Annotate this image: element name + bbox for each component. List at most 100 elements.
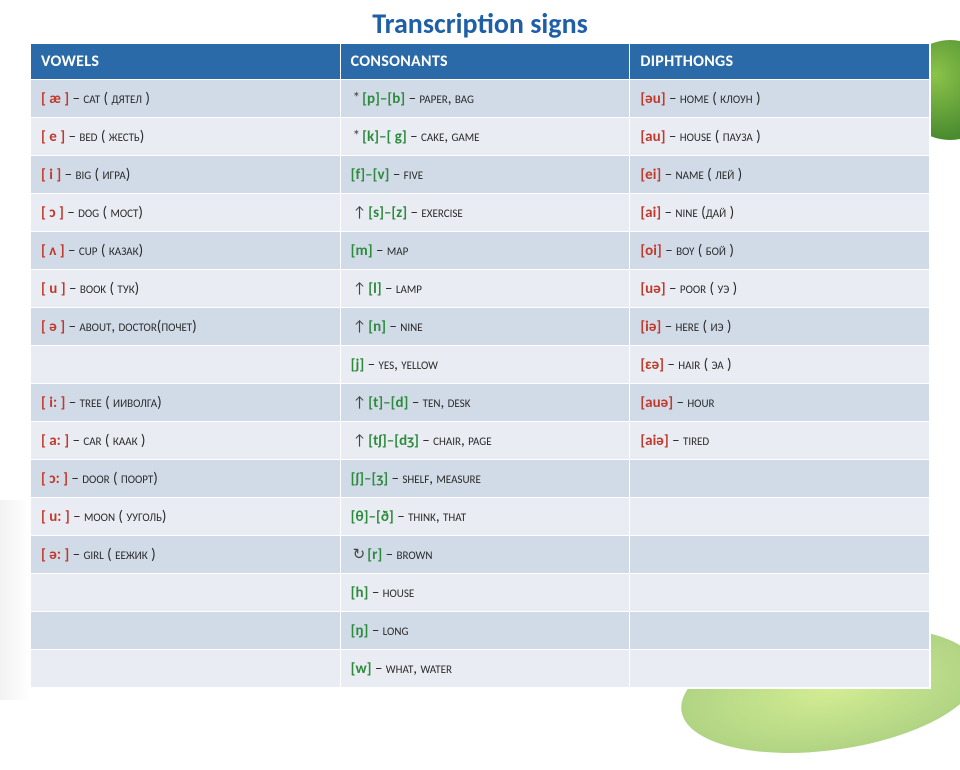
cell-consonant: [ŋ] – long	[340, 612, 630, 650]
table-row: [w] – what, water	[31, 650, 930, 688]
example-text: – think, that	[394, 508, 466, 526]
phonetic-symbol: [ ə ]	[41, 318, 65, 336]
phonetic-symbol: [auə]	[640, 394, 673, 412]
phonetic-symbol: [θ]–[ð]	[351, 508, 394, 526]
example-text: – car ( каак )	[69, 432, 145, 450]
phonetic-symbol: [r]	[367, 546, 382, 564]
example-text: – cup ( казак)	[65, 242, 144, 260]
example-text: – poor ( уэ )	[666, 280, 738, 298]
phonetic-symbol: [aiə]	[640, 432, 668, 450]
phonetic-symbol: [l]	[368, 280, 381, 298]
header-consonants: consonants	[340, 44, 630, 80]
cell-diphthong	[630, 612, 930, 650]
example-text: – chair, page	[419, 432, 492, 450]
example-text: – about, doctor(почет)	[65, 318, 197, 336]
cell-prefix: *	[351, 128, 362, 146]
transcription-table: vowels consonants diphthongs [ æ ] – cat…	[30, 43, 930, 688]
example-text: – hair ( эа )	[664, 356, 732, 374]
cell-diphthong: [ai] – nine (дай )	[630, 194, 930, 232]
cell-diphthong	[630, 574, 930, 612]
example-text: – yes, yellow	[364, 356, 438, 374]
example-text: – hour	[673, 394, 714, 412]
table-header-row: vowels consonants diphthongs	[31, 44, 930, 80]
phonetic-symbol: [ei]	[640, 166, 661, 184]
cell-prefix: ↑	[351, 280, 369, 298]
phonetic-symbol: [ e ]	[41, 128, 65, 146]
cell-vowel	[31, 612, 341, 650]
example-text: – big ( игра)	[61, 166, 130, 184]
phonetic-symbol: [iə]	[640, 318, 661, 336]
header-diphthongs: diphthongs	[630, 44, 930, 80]
phonetic-symbol: [j]	[351, 356, 365, 374]
cell-consonant: ↑[t]–[d] – ten, desk	[340, 384, 630, 422]
table-row: [ ɔ ] – dog ( мост)↑[s]–[z] – exercise[a…	[31, 194, 930, 232]
header-vowels: vowels	[31, 44, 341, 80]
cell-diphthong: [uə] – poor ( уэ )	[630, 270, 930, 308]
phonetic-symbol: [ i: ]	[41, 394, 65, 412]
cell-consonant: *[k]–[ g] – cake, game	[340, 118, 630, 156]
table-row: [ i ] – big ( игра)[f]–[v] – five[ei] – …	[31, 156, 930, 194]
cell-vowel: [ e ] – bed ( жесть)	[31, 118, 341, 156]
cell-vowel: [ ə ] – about, doctor(почет)	[31, 308, 341, 346]
phonetic-symbol: [uə]	[640, 280, 665, 298]
example-text: – nine	[386, 318, 423, 336]
phonetic-symbol: [ u: ]	[41, 508, 70, 526]
example-text: – boy ( бой )	[662, 242, 734, 260]
table-row: [ æ ] – cat ( дятел )*[p]–[b] – paper, b…	[31, 80, 930, 118]
cell-vowel: [ ɔ ] – dog ( мост)	[31, 194, 341, 232]
phonetic-symbol: [t]–[d]	[368, 394, 408, 412]
example-text: – lamp	[382, 280, 422, 298]
cell-diphthong	[630, 498, 930, 536]
table-row: [ ə ] – about, doctor(почет) ↑[n] – nine […	[31, 308, 930, 346]
example-text: – home ( клоун )	[666, 90, 761, 108]
example-text: – shelf, measure	[388, 470, 481, 488]
cell-prefix: ↑	[351, 318, 369, 336]
example-text: – five	[389, 166, 423, 184]
table-row: [ u ] – book ( тук)↑[l] – lamp[uə] – poo…	[31, 270, 930, 308]
example-text: – map	[373, 242, 409, 260]
cell-prefix: ↑	[351, 394, 369, 412]
phonetic-symbol: [oi]	[640, 242, 662, 260]
phonetic-symbol: [ʃ]–[ʒ]	[351, 470, 388, 488]
phonetic-symbol: [f]–[v]	[351, 166, 390, 184]
example-text: – house	[368, 584, 414, 602]
cell-diphthong: [au] – house ( пауза )	[630, 118, 930, 156]
example-text: – here ( иэ )	[661, 318, 731, 336]
example-text: – tree ( ииволга)	[65, 394, 161, 412]
example-text: – paper, bag	[405, 90, 474, 108]
example-text: – brown	[382, 546, 432, 564]
table-row: [ ʌ ] – cup ( казак)[m] – map[oi] – boy …	[31, 232, 930, 270]
table-row: [ e ] – bed ( жесть)*[k]–[ g] – cake, ga…	[31, 118, 930, 156]
cell-consonant: [h] – house	[340, 574, 630, 612]
table-row: [h] – house	[31, 574, 930, 612]
cell-diphthong	[630, 650, 930, 688]
phonetic-symbol: [m]	[351, 242, 373, 260]
example-text: – house ( пауза )	[666, 128, 761, 146]
cell-vowel: [ ə: ] – girl ( еежик )	[31, 536, 341, 574]
cell-diphthong: [əu] – home ( клоун )	[630, 80, 930, 118]
table-row: [ ə: ] – girl ( еежик )↻[r] – brown	[31, 536, 930, 574]
cell-vowel: [ i: ] – tree ( ииволга)	[31, 384, 341, 422]
cell-consonant: [m] – map	[340, 232, 630, 270]
example-text: – name ( лей )	[661, 166, 742, 184]
example-text: – girl ( еежик )	[69, 546, 155, 564]
cell-prefix: ↑	[351, 204, 369, 222]
table-row: [ u: ] – moon ( ууголь)[θ]–[ð] – think, …	[31, 498, 930, 536]
example-text: – dog ( мост)	[64, 204, 143, 222]
cell-vowel: [ ɔ: ] – door ( поорт)	[31, 460, 341, 498]
phonetic-symbol: [p]–[b]	[362, 90, 405, 108]
cell-consonant: [ʃ]–[ʒ] – shelf, measure	[340, 460, 630, 498]
phonetic-symbol: [ ɔ ]	[41, 204, 64, 222]
phonetic-symbol: [k]–[ g]	[362, 128, 407, 146]
decorative-left-shadow	[0, 500, 30, 700]
cell-diphthong: [ɛə] – hair ( эа )	[630, 346, 930, 384]
cell-diphthong: [ei] – name ( лей )	[630, 156, 930, 194]
phonetic-symbol: [n]	[368, 318, 386, 336]
example-text: – bed ( жесть)	[65, 128, 144, 146]
example-text: – long	[368, 622, 408, 640]
example-text: – book ( тук)	[66, 280, 140, 298]
example-text: – cake, game	[407, 128, 480, 146]
table-row: [j] – yes, yellow [ɛə] – hair ( эа )	[31, 346, 930, 384]
table-row: [ ɔ: ] – door ( поорт)[ʃ]–[ʒ] – shelf, m…	[31, 460, 930, 498]
cell-vowel	[31, 650, 341, 688]
